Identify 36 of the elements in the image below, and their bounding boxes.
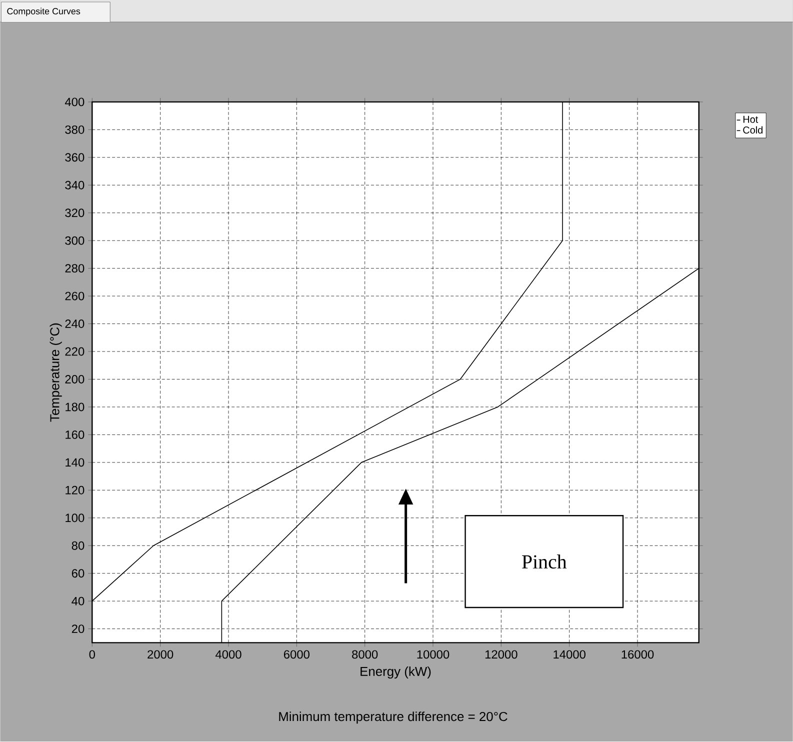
annotation: Pinch bbox=[522, 554, 567, 569]
y-tick-label: 280 bbox=[65, 264, 84, 273]
y-tick-label: 40 bbox=[72, 597, 84, 606]
y-tick-label: 220 bbox=[65, 347, 84, 356]
x-tick-label: 4000 bbox=[215, 650, 242, 659]
legend-label: Hot bbox=[743, 116, 758, 124]
x-axis-title: Energy (kW) bbox=[360, 666, 431, 679]
y-tick-label: 240 bbox=[65, 320, 84, 328]
y-tick-label: 200 bbox=[65, 375, 84, 384]
y-tick-label: 120 bbox=[66, 486, 84, 495]
x-tick-label: 8000 bbox=[352, 650, 378, 659]
y-tick-label: 300 bbox=[65, 236, 84, 245]
y-tick-label: 260 bbox=[65, 292, 84, 300]
y-tick-label: 80 bbox=[72, 542, 84, 550]
y-tick-label: 100 bbox=[66, 514, 84, 522]
y-tick-label: 160 bbox=[66, 430, 84, 440]
x-tick-label: 0 bbox=[89, 650, 96, 659]
y-tick-label: 400 bbox=[64, 98, 84, 106]
x-tick-label: 2000 bbox=[148, 650, 174, 659]
x-tick-label: 10000 bbox=[417, 650, 450, 659]
x-tick-label: 16000 bbox=[622, 650, 654, 659]
y-tick-label: 60 bbox=[72, 569, 84, 578]
y-tick-label: 340 bbox=[65, 181, 84, 190]
y-axis-title: Temperature (°C) bbox=[50, 324, 62, 422]
x-tick-label: 14000 bbox=[554, 650, 586, 659]
y-tick-label: 140 bbox=[66, 458, 84, 467]
y-tick-label: 380 bbox=[65, 126, 84, 134]
y-tick-label: 20 bbox=[72, 624, 84, 634]
x-tick-label: 6000 bbox=[284, 650, 310, 659]
text: Minimum temperature difference = 20°C bbox=[279, 712, 508, 724]
legend-label: Cold bbox=[743, 126, 762, 134]
y-tick-label: 320 bbox=[65, 208, 84, 218]
chart-title: Composite Curves bbox=[7, 8, 80, 16]
y-tick-label: 180 bbox=[66, 402, 84, 412]
x-tick-label: 12000 bbox=[485, 650, 518, 659]
y-tick-label: 360 bbox=[65, 153, 84, 162]
